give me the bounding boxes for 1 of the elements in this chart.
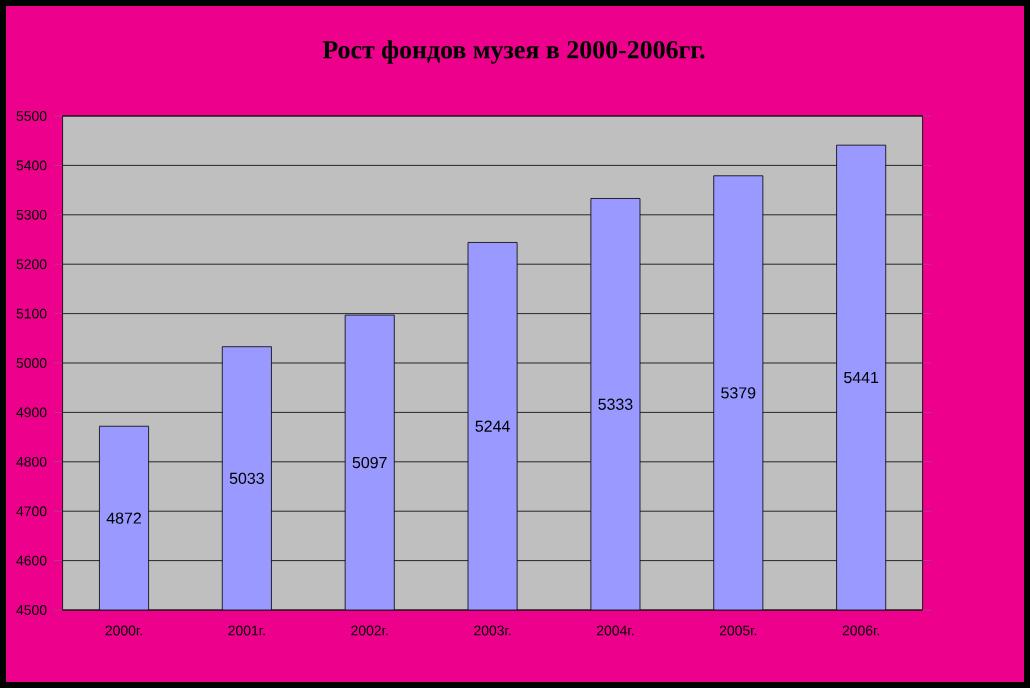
chart-title: Рост фондов музея в 2000-2006гг. <box>322 40 705 64</box>
